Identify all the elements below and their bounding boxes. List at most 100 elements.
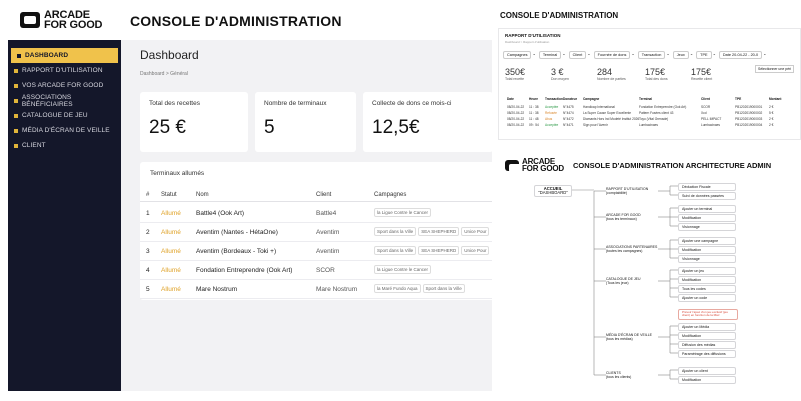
brand-line-2: FOR GOOD (44, 19, 103, 31)
cell-campagne: Diamants Hors Ind Modeté Institut 2026 (583, 117, 640, 121)
campaign-tag[interactable]: Unice Pour (461, 246, 490, 255)
stat-label: Total des recettes (149, 100, 200, 107)
campaign-tag[interactable]: la Ligue Contre le Cancer (374, 208, 432, 217)
filter-dropdown[interactable]: Transaction (637, 51, 666, 59)
terminal-name: Aventim (Bordeaux - Toki +) (196, 248, 277, 255)
metric-value: 284 (597, 67, 613, 77)
col-header: Donateur (563, 97, 577, 101)
metric-card: 350€ Total recette (505, 67, 547, 81)
table-row[interactable]: 3 Allumé Aventim (Bordeaux - Toki +) Aventi… (140, 242, 492, 261)
metric-card: 3 € Don moyen (551, 67, 593, 81)
stat-value: 25 € (149, 117, 186, 138)
child-node: Modification (678, 246, 736, 254)
square-bullet-icon (14, 143, 18, 148)
filter-dropdown[interactable]: Fournée de dons (593, 51, 631, 59)
stat-card-terminals: Nombre de terminaux 5 (255, 92, 356, 152)
report-screen: RAPPORT D'UTILISATION Dashboard > Rappor… (498, 28, 801, 140)
cell-client: Xcd (701, 111, 707, 115)
period-select[interactable]: Sélectionner une péri (755, 65, 795, 73)
chevron-down-icon: ⌄ (763, 51, 767, 56)
filter-dropdown[interactable]: TPE (696, 51, 712, 59)
metric-value: 350€ (505, 67, 526, 77)
table-header: # Statut Nom Client Campagnes (140, 188, 492, 202)
cell-transaction: Acceptée (545, 123, 559, 127)
metric-card: 284 Nombre de parties (597, 67, 639, 81)
sidebar-item-rapport-d-utilisation[interactable]: RAPPORT D'UTILISATION (8, 63, 121, 78)
child-node: Ajouter un Média (678, 323, 736, 331)
filter-dropdown[interactable]: Client (568, 51, 587, 59)
chevron-down-icon: ⌄ (689, 51, 694, 56)
gamepad-icon (505, 159, 521, 172)
col-campaigns: Campagnes (374, 192, 407, 198)
table-row[interactable]: 4 Allumé Fondation Entreprendre (Ook Art) S… (140, 261, 492, 280)
gamepad-icon (20, 12, 40, 28)
chevron-down-icon: ⌄ (587, 51, 591, 56)
col-name: Nom (196, 192, 209, 198)
filter-dropdown[interactable]: Terminal (538, 51, 562, 59)
sidebar-item-m-dia-d-cran-de-veille[interactable]: MÉDIA D'ÉCRAN DE VEILLE (8, 123, 121, 138)
child-node: Diffusion des médias (678, 341, 736, 349)
campaign-tag[interactable]: Unice Pour (461, 227, 490, 236)
section-label: RAPPORT D'UTILISATION (606, 187, 649, 191)
table-row[interactable]: 1 Allumé Battle4 (Ook Art) Battle4 la Ligue … (140, 204, 492, 223)
panel-title: Terminaux allumés (150, 170, 205, 177)
child-node: Modification (678, 214, 736, 222)
sidebar-item-client[interactable]: CLIENT (8, 138, 121, 153)
campaign-tag[interactable]: SEA SHEPHERD (418, 227, 460, 236)
page-title: CONSOLE D'ADMINISTRATION (130, 13, 342, 29)
table-row[interactable]: 2 Allumé Aventim (Nantes - HétaOne) Aventim… (140, 223, 492, 242)
col-status: Statut (161, 192, 177, 198)
cell-client: PELL IMPACT (701, 117, 722, 121)
status-badge: Allumé (161, 210, 181, 217)
brand-logo-small: ARCADE FOR GOOD (505, 158, 564, 173)
sidebar-item-associations-b-n-ficiaires[interactable]: ASSOCIATIONS BÉNÉFICIAIRES (8, 93, 121, 108)
sidebar-item-label: RAPPORT D'UTILISATION (22, 67, 103, 74)
filter-dropdown[interactable]: Jeux (672, 51, 689, 59)
cell-campagne: Sign pour l'Avenir (583, 123, 608, 127)
square-bullet-icon (17, 53, 21, 58)
terminal-name: Battle4 (Ook Art) (196, 210, 245, 217)
campaign-tag[interactable]: Sport dans la Ville (374, 227, 417, 236)
campaign-tag[interactable]: la Ligue Contre le Cancer (374, 265, 432, 274)
status-badge: Allumé (161, 229, 181, 236)
section-node: CLIENTS (tous les clients) (606, 371, 631, 379)
child-node: Visionnage (678, 223, 736, 231)
brand-logo: ARCADE FOR GOOD (20, 10, 103, 31)
sidebar-item-vos-arcade-for-good[interactable]: VOS ARCADE FOR GOOD (8, 78, 121, 93)
client-name: SCOR (316, 267, 335, 274)
section-node: MÉDIA D'ÉCRAN DE VEILLE (tous les médias) (606, 333, 652, 341)
root-node-accueil: ACCUEIL "DASHBOARD" (534, 185, 572, 197)
section-sublabel: (tous les terminaux) (606, 217, 637, 221)
cell-client: Lumbacinaes (701, 123, 720, 127)
cell-tpe: PB1202019000001 (735, 105, 763, 109)
cell-heure: 09 : 54 (529, 123, 539, 127)
campaign-tag[interactable]: SEA SHEPHERD (418, 246, 460, 255)
cell-donateur: N°4472 (563, 117, 574, 121)
root-sublabel: "DASHBOARD" (538, 190, 568, 195)
root-label: ACCUEIL (543, 186, 563, 191)
child-node: Ajouter un code (678, 294, 736, 302)
child-node: Modification (678, 276, 736, 284)
child-node: Ajouter un jeu (678, 267, 736, 275)
sidebar-item-label: VOS ARCADE FOR GOOD (22, 82, 104, 89)
sidebar-item-label: CATALOGUE DE JEU (22, 112, 88, 119)
col-header: Heure (529, 97, 539, 101)
child-node: Modification (678, 376, 736, 384)
sidebar-item-label: MÉDIA D'ÉCRAN DE VEILLE (22, 127, 110, 134)
campaign-tag[interactable]: Sport dans la Ville (374, 246, 417, 255)
table-row[interactable]: 5 Allumé Mare Nostrum Mare Nostrum la Maré F… (140, 280, 492, 299)
row-number: 4 (146, 267, 150, 274)
note-box: Prévoir l'ajout d'un jeu exclusif (jeu c… (678, 309, 738, 320)
filter-dropdown[interactable]: Date 20-04-22 - 20-0 (718, 51, 763, 59)
cell-terminal: Toyo (Vital Grenade) (639, 117, 669, 121)
filter-dropdown[interactable]: Campagnes (503, 51, 532, 59)
terminal-name: Mare Nostrum (196, 286, 238, 293)
cell-terminal: Pattern Fusées client 43 (639, 111, 674, 115)
campaign-tag[interactable]: Sport dans la Ville (422, 284, 465, 293)
campaign-tag[interactable]: la Maré Fundo Aqua (374, 284, 421, 293)
sidebar-item-catalogue-de-jeu[interactable]: CATALOGUE DE JEU (8, 108, 121, 123)
sidebar-item-dashboard[interactable]: DASHBOARD (11, 48, 118, 63)
child-node: Visionnage (678, 255, 736, 263)
chevron-down-icon: ⌄ (562, 51, 566, 56)
section-node: RAPPORT D'UTILISATION (comptabilité) (606, 187, 648, 195)
